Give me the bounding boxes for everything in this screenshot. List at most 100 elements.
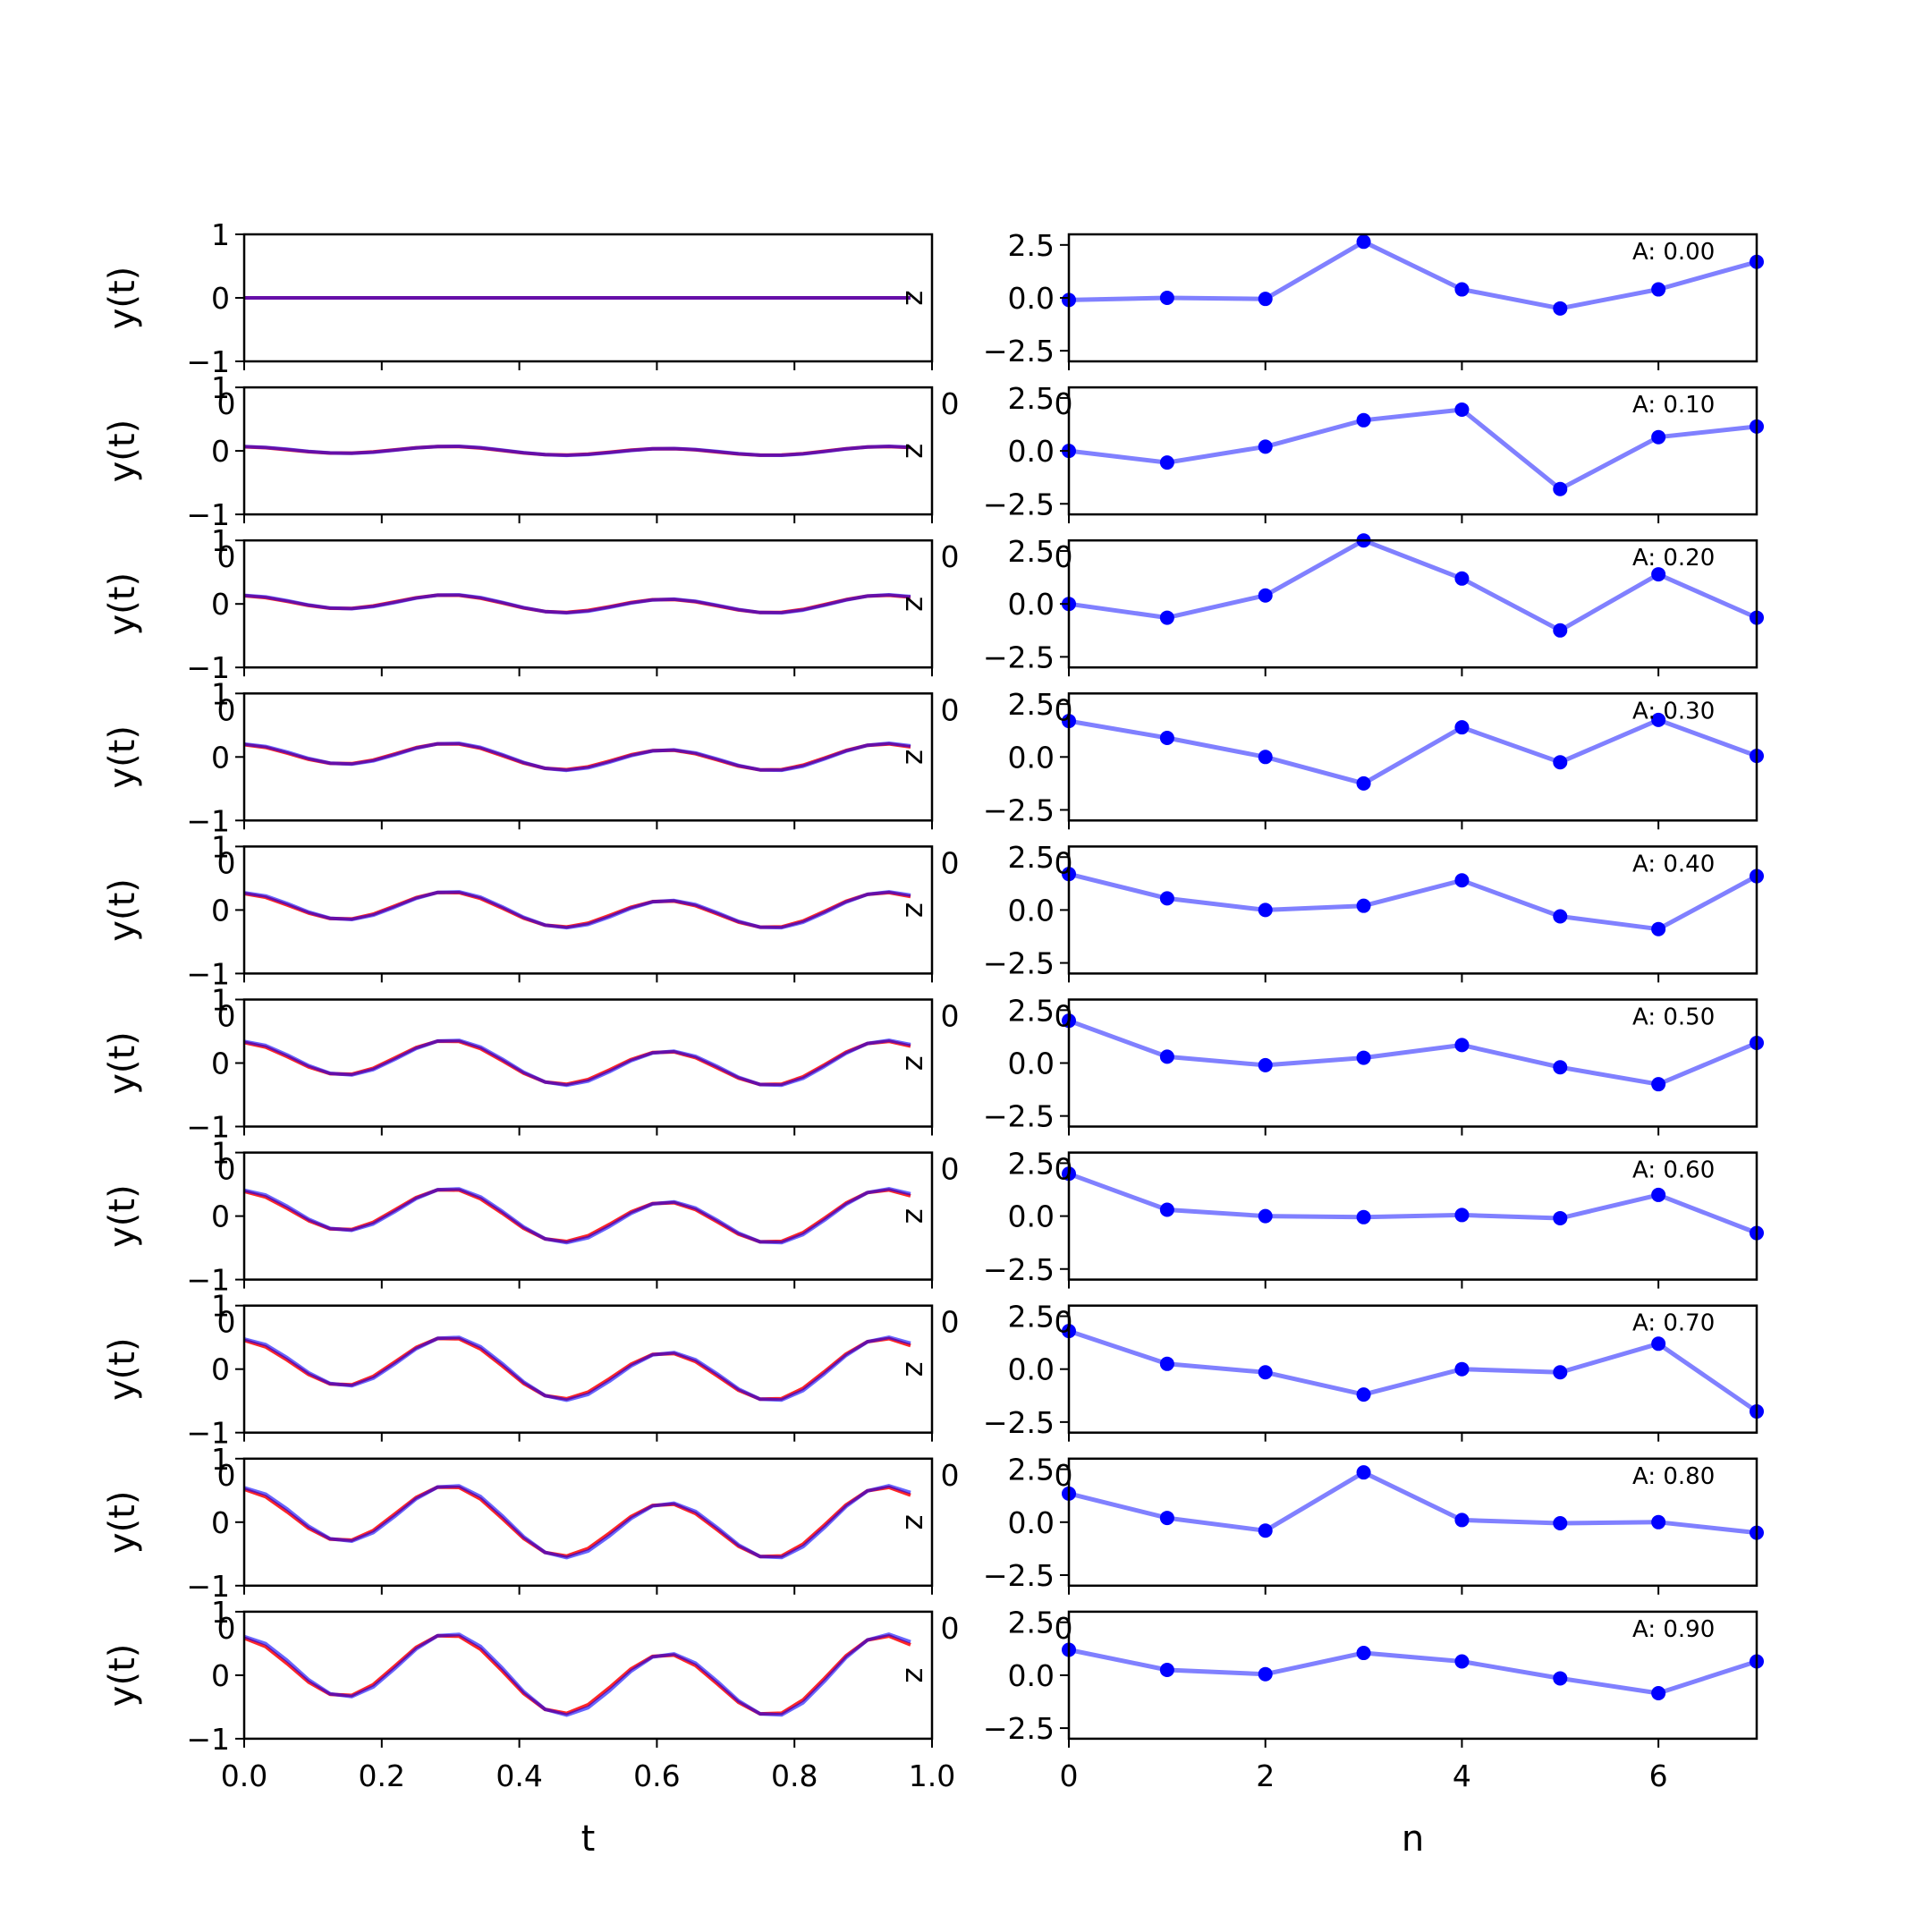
y-tick-label: 0 (211, 1199, 230, 1234)
y-tick-label: 0.0 (1008, 1199, 1055, 1234)
sequence-point (1454, 1208, 1470, 1223)
amplitude-annotation: A: 0.80 (1632, 1463, 1715, 1490)
sequence-point (1454, 571, 1470, 586)
y-tick-label: 2.5 (1008, 687, 1055, 722)
y-tick-label: 0.0 (1008, 1658, 1055, 1693)
right-panel-9: −2.50.02.50 2 4 60 A: 0.90 (983, 1606, 1764, 1793)
y-axis-label: y(t) (102, 1644, 143, 1707)
series-end-marker: z (899, 750, 934, 765)
sequence-point (1651, 1187, 1666, 1202)
y-tick-label: 0 (211, 1505, 230, 1540)
x-tick-label: 0.6 (633, 1758, 680, 1793)
y-tick-label: 1 (211, 217, 230, 252)
stray-tick-fragment: 0 (217, 386, 236, 421)
right-panel-background (1069, 1611, 1757, 1739)
y-tick-label: 2.5 (1008, 228, 1055, 263)
amplitude-annotation: A: 0.70 (1632, 1310, 1715, 1337)
stray-tick-fragment: 0 (1055, 1152, 1073, 1187)
right-panel-7: −2.5 0.0 2.5 0 A: 0.70 (983, 1300, 1764, 1442)
y-tick-label: −2.5 (983, 792, 1055, 827)
left-panel-0: z −1 0 1 y(t) (102, 217, 934, 379)
y-tick-label: 1 (211, 983, 230, 1018)
right-panel-background (1069, 387, 1757, 515)
sequence-point (1159, 455, 1174, 470)
sequence-point (1454, 402, 1470, 417)
sequence-point (1454, 1654, 1470, 1669)
sequence-point (1651, 429, 1666, 445)
y-tick-label: −1 (186, 1416, 230, 1451)
y-tick-label: −2.5 (983, 1252, 1055, 1287)
blue-series-line (243, 1187, 911, 1245)
y-tick-label: 1 (211, 523, 230, 558)
stray-tick-fragment: 0 (1055, 1611, 1073, 1646)
blue-series-line (243, 1038, 911, 1088)
sequence-point (1553, 1365, 1568, 1380)
stray-tick-fragment: 0 (1055, 692, 1073, 727)
y-tick-label: 0 (211, 1658, 230, 1693)
y-tick-label: −2.5 (983, 1558, 1055, 1593)
x-tick-label: 1.0 (909, 1758, 955, 1793)
sequence-point (1258, 292, 1273, 307)
sequence-point (1553, 301, 1568, 316)
y-tick-label: 0 (211, 740, 230, 775)
y-tick-label: 0.0 (1008, 1352, 1055, 1387)
stray-tick-fragment: 0 (941, 1152, 960, 1187)
y-tick-label: −1 (186, 1263, 230, 1298)
x-axis-label-t: t (581, 1818, 596, 1860)
y-axis-label: y(t) (102, 1337, 143, 1401)
sequence-point (1651, 282, 1666, 297)
y-tick-label: −2.5 (983, 334, 1055, 369)
y-axis-label: y(t) (102, 878, 143, 942)
stray-tick-fragment: 0 (217, 1611, 236, 1646)
sequence-point (1553, 1060, 1568, 1075)
y-tick-label: 2.5 (1008, 1300, 1055, 1335)
x-tick-label: 0.2 (359, 1758, 405, 1793)
right-panel-6: −2.5 0.0 2.5 0 A: 0.60 (983, 1146, 1764, 1289)
sequence-point (1356, 1050, 1371, 1065)
sequence-line (1068, 1328, 1758, 1414)
sequence-point (1159, 1511, 1174, 1526)
stray-tick-fragment: 0 (217, 1305, 236, 1340)
sequence-point (1553, 1671, 1568, 1686)
series-end-marker: z (899, 1514, 934, 1530)
right-panel-4: −2.5 0.0 2.5 0 A: 0.40 (983, 840, 1764, 983)
y-tick-label: 1 (211, 1595, 230, 1630)
sequence-point (1356, 1387, 1371, 1402)
stray-tick-fragment: 0 (217, 539, 236, 574)
y-tick-label: −1 (186, 803, 230, 838)
stray-tick-fragment: 0 (217, 1458, 236, 1493)
series-end-marker: z (899, 902, 934, 918)
blue-series-line (243, 1335, 911, 1402)
stray-tick-fragment: 0 (941, 386, 960, 421)
sequence-point (1454, 1038, 1470, 1053)
y-axis-label: y(t) (102, 1031, 143, 1095)
sequence-line (1068, 407, 1758, 492)
sequence-point (1159, 291, 1174, 305)
left-panel-background (244, 1152, 932, 1280)
stray-tick-fragment: 0 (1055, 1458, 1073, 1493)
sequence-line (1068, 1648, 1758, 1696)
y-tick-label: −1 (186, 650, 230, 685)
series-end-marker: z (899, 290, 934, 305)
y-axis-label: y(t) (102, 725, 143, 789)
sequence-line (1068, 1018, 1758, 1087)
sequence-point (1553, 755, 1568, 770)
sequence-line (1068, 239, 1758, 311)
y-tick-label: 0.0 (1008, 1046, 1055, 1081)
sequence-point (1651, 921, 1666, 936)
sequence-point (1454, 720, 1470, 735)
y-tick-label: 0.0 (1008, 893, 1055, 928)
y-tick-label: −1 (186, 1569, 230, 1604)
sequence-point (1258, 1666, 1273, 1682)
sequence-point (1553, 909, 1568, 924)
right-panel-0: −2.5 0.0 2.5 A: 0.00 (983, 228, 1764, 370)
stray-tick-fragment: 0 (1055, 386, 1073, 421)
blue-series-line (243, 741, 911, 773)
sequence-point (1159, 1356, 1174, 1371)
x-tick-label: 0 (1060, 1758, 1079, 1793)
series-end-marker: z (899, 1055, 934, 1071)
sequence-point (1651, 1077, 1666, 1092)
